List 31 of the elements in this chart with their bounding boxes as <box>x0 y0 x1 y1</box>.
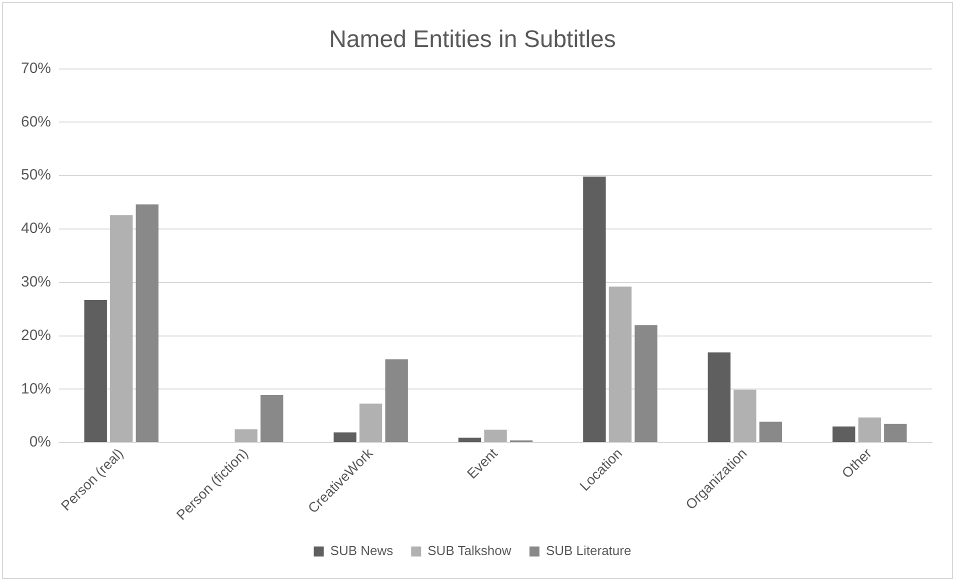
bar <box>136 204 158 442</box>
chart-title: Named Entities in Subtitles <box>329 26 616 54</box>
bar <box>734 390 756 442</box>
bar <box>458 438 482 442</box>
bar <box>608 286 632 442</box>
bar <box>334 432 356 442</box>
y-tick-label: 70% <box>20 60 52 77</box>
bar <box>260 395 284 442</box>
y-tick-label: 60% <box>20 113 52 130</box>
bar <box>110 215 133 442</box>
bar <box>858 417 881 442</box>
y-tick-label: 30% <box>20 274 52 291</box>
bar <box>832 426 856 442</box>
legend-label: SUB Literature <box>546 543 632 558</box>
legend-label: SUB News <box>330 543 394 558</box>
bar <box>634 325 658 442</box>
bar <box>884 424 907 442</box>
y-tick-label: 10% <box>20 380 52 398</box>
y-tick-label: 20% <box>20 326 52 344</box>
bar <box>84 300 107 442</box>
y-tick-label: 40% <box>20 220 52 238</box>
bar <box>583 176 606 442</box>
bar <box>759 422 782 442</box>
bar <box>484 430 507 442</box>
bar <box>234 429 258 442</box>
y-tick-label: 50% <box>20 166 52 184</box>
bar <box>708 352 730 442</box>
legend-label: SUB Talkshow <box>428 543 512 558</box>
bar <box>385 359 408 442</box>
y-tick-label: 0% <box>29 434 52 451</box>
bar <box>359 404 382 442</box>
